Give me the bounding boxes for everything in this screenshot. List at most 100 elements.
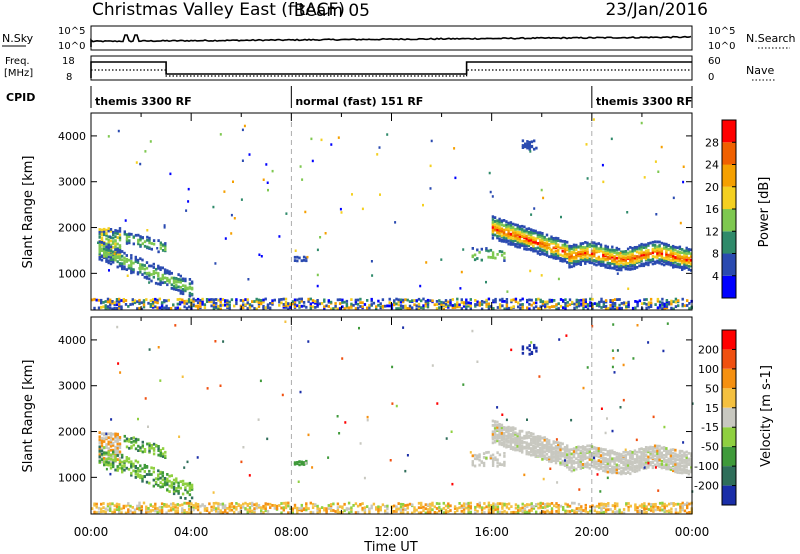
data-cell (129, 504, 132, 508)
data-cell (157, 282, 160, 286)
data-cell (496, 230, 499, 234)
data-cell (588, 453, 591, 457)
data-cell (140, 510, 143, 514)
data-cell (670, 507, 673, 511)
data-cell (573, 306, 576, 310)
data-cell (571, 300, 574, 304)
data-cell (336, 298, 340, 302)
data-cell (599, 249, 603, 253)
data-cell (298, 460, 301, 463)
data-cell (146, 235, 149, 239)
data-cell (561, 454, 564, 457)
data-cell (493, 233, 497, 237)
data-cell (667, 257, 670, 261)
data-cell (599, 245, 603, 249)
data-cell (516, 223, 519, 227)
data-cell (210, 304, 213, 308)
data-cell (126, 274, 129, 277)
data-cell (157, 449, 160, 452)
data-cell (533, 343, 536, 347)
data-cell (656, 299, 660, 303)
data-cell (447, 304, 450, 308)
data-cell (532, 238, 535, 242)
data-cell (660, 456, 664, 459)
data-cell (395, 307, 398, 310)
data-cell (226, 507, 229, 510)
data-cell (581, 452, 585, 456)
data-cell (608, 460, 612, 464)
data-cell (190, 502, 193, 506)
data-cell (649, 506, 653, 510)
data-cell (114, 239, 117, 242)
data-cell (100, 449, 104, 453)
data-cell (453, 505, 457, 509)
data-cell (293, 462, 297, 466)
data-cell (112, 465, 115, 469)
data-cell (169, 506, 173, 510)
data-cell (494, 458, 497, 462)
data-cell (476, 503, 479, 506)
data-cell (640, 121, 643, 125)
data-cell (314, 503, 317, 506)
data-cell (242, 505, 245, 509)
data-cell (394, 221, 397, 224)
data-cell (611, 365, 614, 369)
data-cell (181, 279, 185, 282)
data-cell (629, 468, 632, 471)
data-cell (557, 254, 560, 258)
data-cell (116, 435, 119, 439)
data-cell (404, 469, 407, 473)
data-cell (98, 438, 101, 442)
data-cell (608, 266, 612, 270)
data-cell (577, 445, 580, 449)
data-cell (121, 464, 124, 468)
data-cell (100, 231, 104, 235)
data-cell (491, 437, 495, 441)
data-cell (368, 303, 371, 307)
data-cell (485, 249, 488, 252)
data-cell (462, 301, 466, 304)
data-cell (622, 511, 626, 515)
data-cell (555, 303, 558, 306)
data-cell (566, 449, 569, 453)
data-cell (600, 407, 603, 410)
data-cell (260, 255, 263, 258)
data-cell (631, 464, 634, 467)
cpid-segment-label: normal (fast) 151 RF (295, 95, 423, 108)
data-cell (257, 305, 261, 308)
data-cell (496, 507, 500, 511)
data-cell (442, 507, 445, 510)
data-cell (152, 270, 155, 273)
data-cell (502, 431, 506, 435)
data-cell (498, 428, 501, 432)
data-cell (188, 484, 192, 487)
colorbar-swatch (722, 368, 736, 389)
data-cell (177, 492, 180, 495)
data-cell (678, 457, 682, 460)
data-cell (532, 249, 535, 253)
data-cell (667, 449, 670, 453)
data-cell (510, 348, 513, 352)
data-cell (589, 509, 592, 513)
data-cell (537, 502, 540, 506)
data-cell (129, 303, 132, 306)
data-cell (287, 304, 290, 307)
data-cell (611, 299, 614, 302)
data-cell (564, 509, 567, 513)
data-cell (192, 300, 195, 303)
data-cell (536, 251, 540, 255)
data-cell (109, 228, 113, 231)
data-cell (618, 307, 621, 310)
data-cell (580, 510, 583, 514)
data-cell (554, 241, 558, 245)
data-cell (514, 446, 517, 450)
data-cell (557, 237, 560, 240)
data-cell (188, 278, 192, 281)
data-cell (341, 505, 344, 509)
data-cell (100, 438, 104, 442)
data-cell (219, 297, 222, 301)
data-cell (496, 437, 499, 441)
data-cell (124, 504, 128, 508)
data-cell (580, 302, 583, 306)
